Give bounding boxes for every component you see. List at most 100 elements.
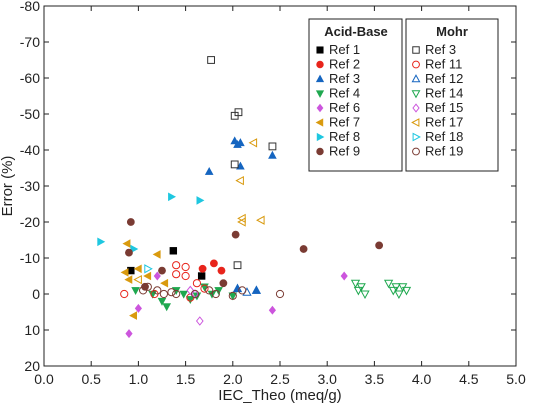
data-point xyxy=(205,286,214,295)
x-tick-label: 1.5 xyxy=(176,371,196,387)
y-tick-label: 0 xyxy=(32,286,40,302)
y-tick-label: -60 xyxy=(20,70,40,86)
data-point xyxy=(242,287,252,296)
data-point xyxy=(401,286,412,296)
data-point xyxy=(125,329,133,339)
data-point xyxy=(157,297,167,306)
legend-marker xyxy=(316,46,324,54)
data-point xyxy=(235,175,244,186)
legend-entry: Ref 19 xyxy=(425,144,463,159)
data-point xyxy=(217,266,226,275)
legend-entry: Ref 14 xyxy=(425,86,463,101)
x-tick-label: 5.0 xyxy=(506,371,526,387)
data-point xyxy=(200,284,209,293)
x-tick-label: 3.0 xyxy=(317,371,337,387)
data-point xyxy=(299,245,308,253)
legend-title-mohr: Mohr xyxy=(436,24,468,39)
data-point xyxy=(169,247,178,255)
data-point xyxy=(237,217,246,227)
legend-entry: Ref 1 xyxy=(329,42,360,57)
data-point xyxy=(268,150,277,159)
data-point xyxy=(219,279,228,288)
data-point xyxy=(124,275,133,284)
data-point xyxy=(153,286,162,295)
legend-title-acid-base: Acid-Base xyxy=(324,24,388,39)
data-point xyxy=(133,274,142,285)
x-tick-label: 0.0 xyxy=(34,371,54,387)
x-tick-label: 0.5 xyxy=(81,371,101,387)
data-point xyxy=(238,286,247,295)
data-point xyxy=(172,261,181,270)
legend-entry: Ref 17 xyxy=(425,115,463,130)
data-point xyxy=(198,264,207,273)
data-point xyxy=(391,283,401,292)
data-point xyxy=(353,286,364,296)
data-point xyxy=(131,287,140,296)
legend-marker xyxy=(412,132,421,142)
y-tick-label: -50 xyxy=(20,106,40,122)
data-point xyxy=(211,289,220,299)
legend-marker xyxy=(315,90,325,98)
data-point xyxy=(251,285,262,294)
legend-marker xyxy=(412,46,420,54)
data-point xyxy=(97,237,106,247)
y-tick-label: -80 xyxy=(20,0,40,14)
legend-entry: Ref 3 xyxy=(329,71,360,86)
data-point xyxy=(207,56,215,64)
legend-marker xyxy=(315,74,325,83)
data-point xyxy=(252,285,261,294)
data-point xyxy=(190,289,200,299)
data-point xyxy=(125,248,133,257)
data-point xyxy=(204,166,214,175)
y-tick-label: -30 xyxy=(20,178,40,194)
legend-entry: Ref 11 xyxy=(425,57,462,72)
data-point xyxy=(160,278,169,288)
y-tick-label: 10 xyxy=(24,322,40,338)
data-point xyxy=(360,290,370,300)
data-point xyxy=(129,311,137,320)
data-point xyxy=(153,271,161,281)
data-point xyxy=(231,230,240,239)
data-point xyxy=(233,261,242,270)
y-tick-label: 20 xyxy=(24,358,40,374)
y-tick-label: -40 xyxy=(20,142,40,158)
legend-marker xyxy=(411,74,421,83)
y-tick-label: -70 xyxy=(20,34,40,50)
data-point xyxy=(181,271,190,281)
data-point xyxy=(230,160,239,169)
legend-marker xyxy=(412,147,420,156)
data-point xyxy=(144,264,153,274)
x-tick-label: 2.0 xyxy=(223,371,243,387)
legend-marker xyxy=(412,103,420,113)
data-point xyxy=(236,138,245,147)
data-point xyxy=(143,271,152,281)
legend-entry: Ref 7 xyxy=(329,115,360,130)
data-point xyxy=(185,296,195,305)
legend-entry: Ref 6 xyxy=(329,100,360,115)
x-axis-label: IEC_Theo (meq/g) xyxy=(218,387,341,404)
y-tick-label: -10 xyxy=(20,250,40,266)
data-points xyxy=(97,56,412,339)
data-point xyxy=(340,271,348,281)
legend-entry: Ref 4 xyxy=(329,86,360,101)
legend-entry: Ref 2 xyxy=(329,57,360,72)
legend-marker xyxy=(316,147,324,156)
x-tick-label: 4.0 xyxy=(412,371,432,387)
legend-entry: Ref 15 xyxy=(425,100,463,115)
legend-entry: Ref 3 xyxy=(425,42,456,57)
data-point xyxy=(143,282,152,291)
data-point xyxy=(172,270,181,279)
data-point xyxy=(159,289,168,299)
data-point xyxy=(195,316,204,326)
data-point xyxy=(167,288,176,297)
x-tick-label: 2.5 xyxy=(270,371,290,387)
data-point xyxy=(268,305,276,315)
x-tick-label: 3.5 xyxy=(365,371,385,387)
data-point xyxy=(394,290,404,300)
legend-marker xyxy=(316,132,325,142)
x-tick-label: 4.5 xyxy=(459,371,479,387)
legend-marker xyxy=(316,103,324,113)
y-axis-label: Error (%) xyxy=(0,156,16,217)
data-point xyxy=(196,196,205,205)
